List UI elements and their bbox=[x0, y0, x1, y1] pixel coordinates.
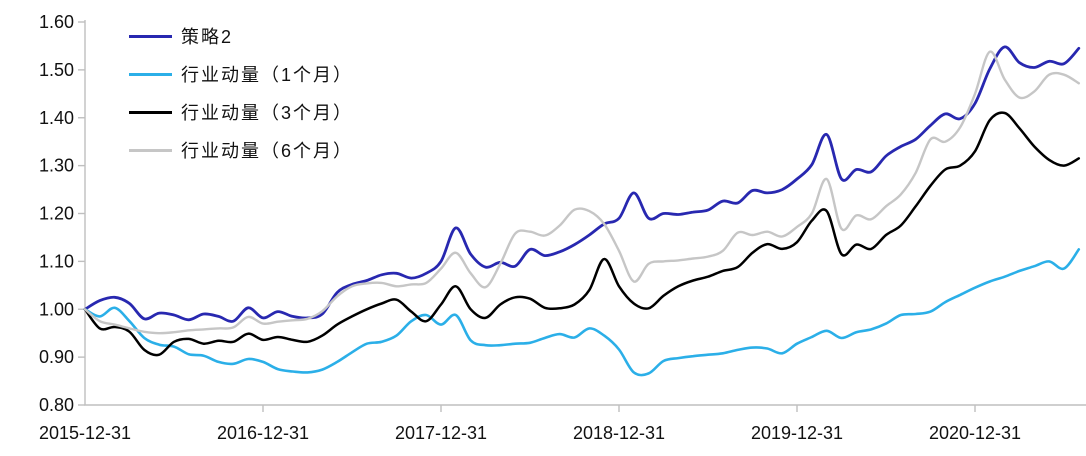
series-line-mom-3m bbox=[83, 111, 1081, 357]
legend-label-strategy2: 策略2 bbox=[181, 27, 234, 47]
legend-item-strategy2: 策略2 bbox=[129, 25, 353, 47]
y-axis-tick-label: 1.50 bbox=[39, 60, 74, 80]
legend-item-mom-6m: 行业动量（6个月） bbox=[129, 139, 353, 161]
legend-label-mom-6m: 行业动量（6个月） bbox=[181, 141, 354, 161]
legend-label-mom-3m: 行业动量（3个月） bbox=[181, 103, 354, 123]
series-line-mom-1m bbox=[83, 248, 1081, 377]
legend-line-swatch-mom-1m bbox=[129, 72, 172, 76]
x-axis-tick-label: 2018-12-31 bbox=[573, 423, 665, 443]
y-axis-tick-label: 0.80 bbox=[39, 395, 74, 415]
y-axis-tick-label: 0.90 bbox=[39, 347, 74, 367]
y-axis-tick-label: 1.20 bbox=[39, 204, 74, 224]
x-axis-tick-label: 2016-12-31 bbox=[217, 423, 309, 443]
legend-item-mom-3m: 行业动量（3个月） bbox=[129, 101, 353, 123]
y-axis-tick-label: 1.30 bbox=[39, 156, 74, 176]
y-axis-tick-label: 1.10 bbox=[39, 251, 74, 271]
y-axis-tick-label: 1.00 bbox=[39, 299, 74, 319]
legend-line-swatch-strategy2 bbox=[129, 34, 172, 38]
x-axis-tick-label: 2019-12-31 bbox=[751, 423, 843, 443]
y-axis-tick-label: 1.40 bbox=[39, 108, 74, 128]
x-axis-tick-label: 2020-12-31 bbox=[929, 423, 1021, 443]
legend-line-swatch-mom-6m bbox=[129, 148, 172, 152]
series-line-strategy2 bbox=[83, 45, 1081, 323]
legend-item-mom-1m: 行业动量（1个月） bbox=[129, 63, 353, 85]
chart-legend: 策略2 行业动量（1个月） 行业动量（3个月） 行业动量（6个月） bbox=[129, 25, 353, 177]
x-axis-tick-label: 2017-12-31 bbox=[395, 423, 487, 443]
legend-line-swatch-mom-3m bbox=[129, 110, 172, 114]
series-line-mom-6m bbox=[83, 50, 1080, 335]
y-axis-tick-label: 1.60 bbox=[39, 12, 74, 32]
x-axis-tick-label: 2015-12-31 bbox=[39, 423, 131, 443]
legend-label-mom-1m: 行业动量（1个月） bbox=[181, 65, 354, 85]
